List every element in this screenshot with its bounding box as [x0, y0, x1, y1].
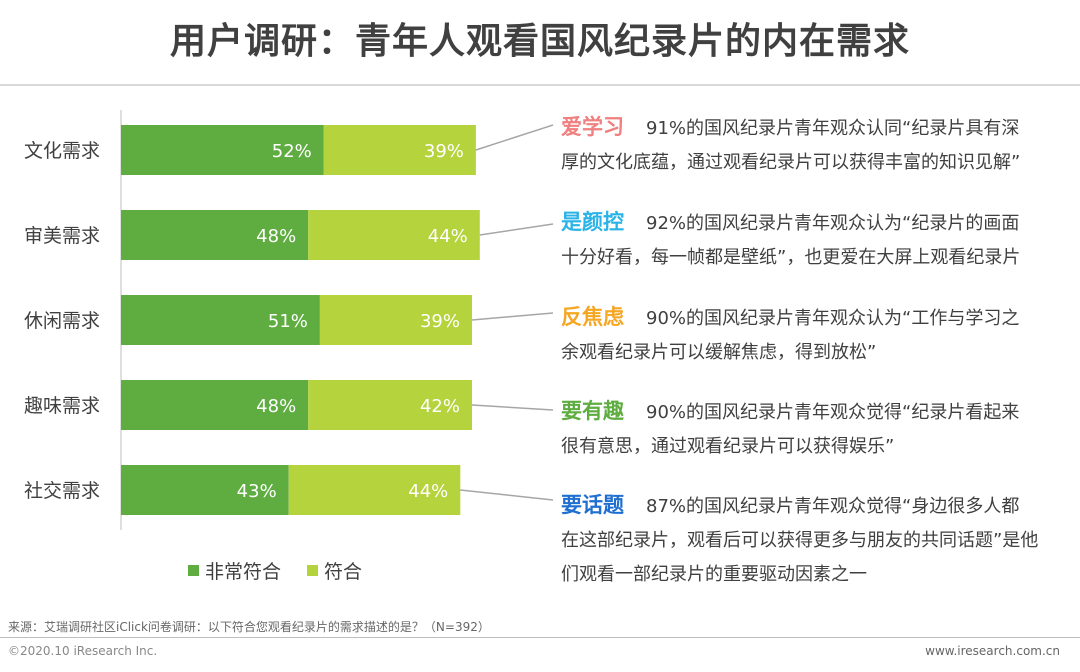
callout-learning: 爱学习 91%的国风纪录片青年观众认同“纪录片具有深 厚的文化底蕴，通过观看纪录片…: [561, 110, 1061, 180]
callout-text: 92%的国风纪录片青年观众认为“纪录片的画面: [646, 213, 1020, 234]
website-link[interactable]: www.iresearch.com.cn: [925, 644, 1060, 658]
callout-keyword: 反焦虑: [561, 305, 624, 329]
bar-fit: [308, 210, 480, 260]
leader-line: [471, 312, 554, 321]
chart-legend: 非常符合 符合: [188, 557, 362, 584]
copyright-text: ©2020.10 iResearch Inc.: [8, 644, 158, 658]
data-label: 48%: [256, 396, 296, 417]
bar-very-fit: [121, 125, 324, 175]
legend-swatch-very-fit: [188, 565, 199, 576]
y-tick-label: 休闲需求: [24, 310, 100, 332]
data-label: 42%: [420, 396, 460, 417]
legend-item-fit: 符合: [307, 557, 362, 584]
page-title: 用户调研：青年人观看国风纪录片的内在需求: [169, 21, 910, 62]
data-label: 44%: [408, 481, 448, 502]
callout-anxiety: 反焦虑 90%的国风纪录片青年观众认为“工作与学习之 余观看纪录片可以缓解焦虑，得…: [561, 300, 1061, 370]
callout-text: 们观看一部纪录片的重要驱动因素之一: [561, 564, 867, 585]
bar-very-fit: [121, 210, 309, 260]
y-tick-label: 社交需求: [24, 480, 100, 502]
y-tick-label: 文化需求: [24, 140, 100, 162]
bar-very-fit: [121, 380, 309, 430]
legend-swatch-fit: [307, 565, 319, 576]
data-label: 52%: [272, 141, 312, 162]
legend-item-very-fit: 非常符合: [188, 557, 281, 584]
footer-divider: [0, 637, 1080, 638]
source-note: 来源：艾瑞调研社区iClick问卷调研：以下符合您观看纪录片的需求描述的是？（N…: [8, 620, 490, 634]
leader-line: [471, 404, 554, 411]
callout-keyword: 要有趣: [561, 399, 624, 423]
callout-topic: 要话题 87%的国风纪录片青年观众觉得“身边很多人都 在这部纪录片，观看后可以获得…: [561, 488, 1061, 592]
stacked-bar-chart: 文化需求 52% 39% 审美需求 48% 44% 休闲需求 51% 39% 趣味需求 48% 42%…: [24, 110, 554, 530]
callout-aesthetics: 是颜控 92%的国风纪录片青年观众认为“纪录片的画面 十分好看，每一帧都是壁纸”，…: [561, 205, 1061, 275]
callout-text: 厚的文化底蕴，通过观看纪录片可以获得丰富的知识见解”: [561, 152, 1021, 173]
leader-line: [460, 489, 554, 501]
data-label: 48%: [256, 226, 296, 247]
callout-text: 余观看纪录片可以缓解焦虑，得到放松”: [561, 342, 877, 363]
title-divider: [0, 84, 1080, 86]
callout-text: 90%的国风纪录片青年观众觉得“纪录片看起来: [646, 402, 1020, 423]
callout-text: 在这部纪录片，观看后可以获得更多与朋友的共同话题”是他: [561, 530, 1039, 551]
data-label: 51%: [268, 311, 308, 332]
callout-fun: 要有趣 90%的国风纪录片青年观众觉得“纪录片看起来 很有意思，通过观看纪录片可以…: [561, 394, 1061, 464]
callout-text: 十分好看，每一帧都是壁纸”，也更爱在大屏上观看纪录片: [561, 247, 1021, 268]
y-tick-label: 审美需求: [24, 225, 100, 247]
y-tick-label: 趣味需求: [24, 395, 100, 417]
data-label: 39%: [424, 141, 464, 162]
bar-fit: [319, 295, 472, 345]
callout-keyword: 要话题: [561, 493, 624, 517]
callout-keyword: 爱学习: [561, 115, 624, 139]
bar-very-fit: [121, 465, 289, 515]
bar-fit: [323, 125, 476, 175]
data-label: 44%: [428, 226, 468, 247]
callout-text: 90%的国风纪录片青年观众认为“工作与学习之: [646, 308, 1020, 329]
bar-very-fit: [121, 295, 320, 345]
callout-keyword: 是颜控: [561, 210, 624, 234]
legend-label-very-fit: 非常符合: [205, 561, 282, 583]
bar-fit: [308, 380, 472, 430]
callout-text: 87%的国风纪录片青年观众觉得“身边很多人都: [646, 496, 1020, 517]
callout-text: 91%的国风纪录片青年观众认同“纪录片具有深: [646, 118, 1020, 139]
data-label: 39%: [420, 311, 460, 332]
legend-label-fit: 符合: [324, 561, 363, 583]
bar-fit: [288, 465, 461, 515]
leader-line: [475, 124, 554, 151]
data-label: 43%: [237, 481, 277, 502]
leader-line: [479, 223, 554, 236]
callout-text: 很有意思，通过观看纪录片可以获得娱乐”: [561, 436, 895, 457]
